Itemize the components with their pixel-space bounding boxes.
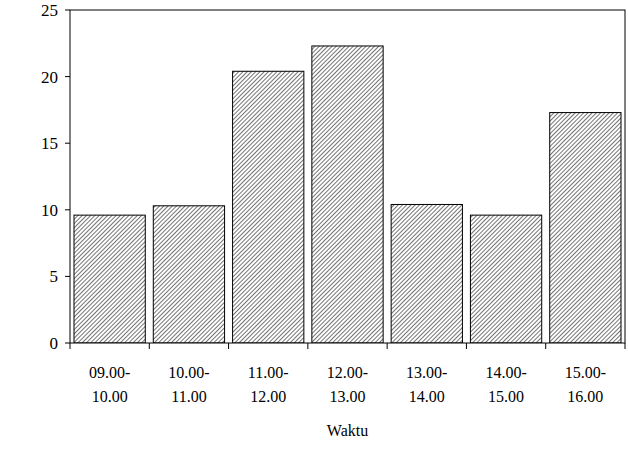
- y-tick: [65, 76, 70, 77]
- y-tick-label: 0: [50, 334, 59, 353]
- x-tick-label-line: 12.00: [250, 388, 286, 405]
- x-tick-label-line: 15.00: [488, 388, 524, 405]
- y-tick-label: 15: [41, 134, 58, 153]
- x-tick-label: 14.00- 15.00: [485, 364, 526, 405]
- x-tick: [387, 343, 388, 349]
- x-tick: [70, 343, 71, 349]
- plot-frame: [70, 10, 625, 343]
- bar: [312, 46, 383, 343]
- y-tick-label: 25: [41, 1, 58, 20]
- x-tick-label-line: 13.00: [330, 388, 366, 405]
- y-tick-label: 20: [41, 68, 58, 87]
- x-tick-label: 12.00- 13.00: [327, 364, 368, 405]
- x-tick: [228, 343, 229, 349]
- x-tick-label: 13.00- 14.00: [406, 364, 447, 405]
- y-tick-label: 5: [50, 267, 59, 286]
- x-tick: [625, 343, 626, 349]
- y-tick: [65, 143, 70, 144]
- bar: [233, 71, 304, 343]
- x-tick: [307, 343, 308, 349]
- bar: [74, 215, 145, 343]
- x-tick: [149, 343, 150, 349]
- x-tick-label: 09.00- 10.00: [89, 364, 130, 405]
- x-tick-label-line: 11.00-: [248, 364, 289, 381]
- x-tick-label-line: 10.00: [92, 388, 128, 405]
- x-tick-label: 10.00- 11.00: [168, 364, 209, 405]
- y-tick: [65, 209, 70, 210]
- y-tick: [65, 343, 70, 344]
- x-tick-label: 15.00- 16.00: [565, 364, 606, 405]
- x-tick-label-line: 14.00-: [485, 364, 526, 381]
- bar: [470, 215, 541, 343]
- bar: [391, 204, 462, 343]
- x-tick: [545, 343, 546, 349]
- x-tick-label-line: 10.00-: [168, 364, 209, 381]
- x-tick-label-line: 15.00-: [565, 364, 606, 381]
- chart: 0 5 10 15 20 25 09.00- 10.00 10.00- 11.00 11.00- 12…: [0, 0, 628, 454]
- y-tick: [65, 10, 70, 11]
- bar: [153, 206, 224, 343]
- x-tick-label: 11.00- 12.00: [248, 364, 289, 405]
- x-tick: [466, 343, 467, 349]
- x-tick-label-line: 16.00: [567, 388, 603, 405]
- x-axis-label: Waktu: [327, 422, 368, 439]
- x-tick-label-line: 12.00-: [327, 364, 368, 381]
- bar: [550, 113, 621, 343]
- x-tick-label-line: 11.00: [171, 388, 206, 405]
- bars: [74, 46, 621, 343]
- y-tick-label: 10: [41, 201, 58, 220]
- x-tick-label-line: 13.00-: [406, 364, 447, 381]
- x-tick-label-line: 09.00-: [89, 364, 130, 381]
- y-tick: [65, 276, 70, 277]
- x-tick-label-line: 14.00: [409, 388, 445, 405]
